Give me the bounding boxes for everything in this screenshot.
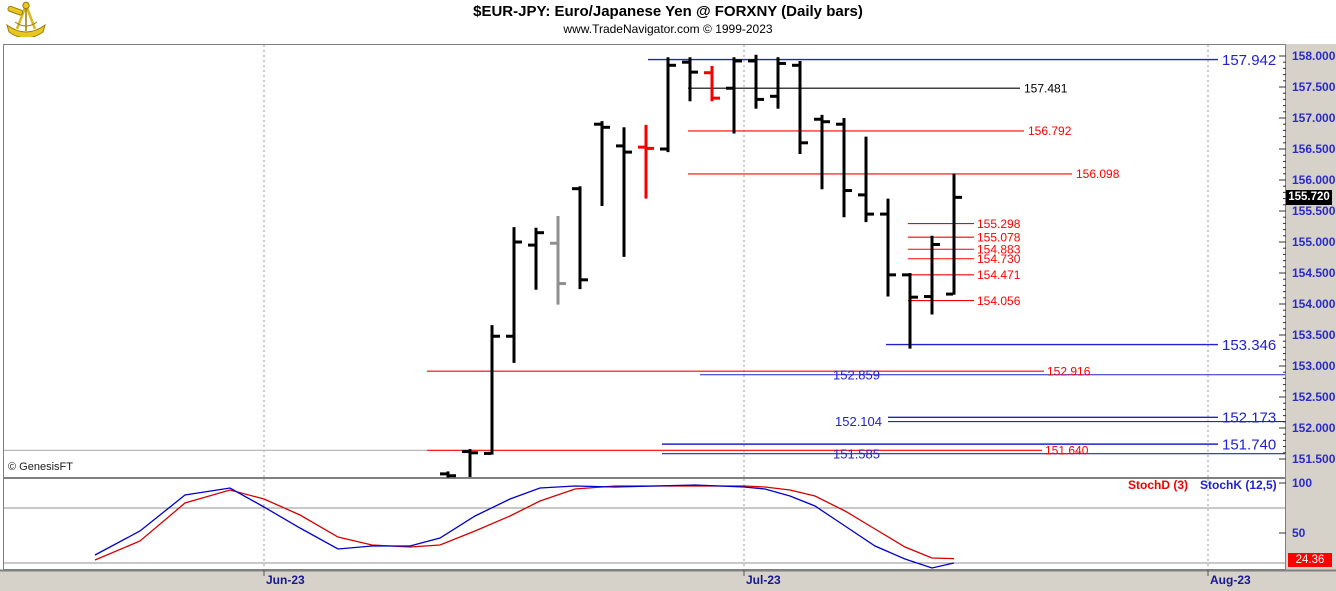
price-level-label: 155.078 [977, 230, 1021, 244]
price-axis-label: 153.000 [1292, 359, 1336, 373]
month-label: Jul-23 [746, 573, 781, 587]
month-label: Aug-23 [1210, 573, 1251, 587]
price-level-label: 151.640 [1045, 444, 1089, 458]
price-level-label: 154.056 [977, 294, 1021, 308]
stoch-axis-label: 100 [1292, 476, 1312, 490]
price-level-label: 154.471 [977, 268, 1021, 282]
genesis-watermark: © GenesisFT [8, 461, 73, 473]
price-level-label: 151.585 [833, 446, 880, 461]
price-level-label: 157.481 [1024, 81, 1068, 95]
price-level-label: 156.098 [1076, 167, 1120, 181]
chart-title: $EUR-JPY: Euro/Japanese Yen @ FORXNY (Da… [473, 3, 863, 20]
month-label: Jun-23 [266, 573, 305, 587]
price-axis-label: 154.500 [1292, 266, 1336, 280]
price-pane[interactable] [3, 44, 1286, 478]
price-level-label: 156.792 [1028, 124, 1072, 138]
price-level-label: 151.740 [1222, 437, 1276, 454]
price-axis-label: 152.500 [1292, 390, 1336, 404]
price-axis-label: 156.500 [1292, 142, 1336, 156]
price-axis-label: 151.500 [1292, 452, 1336, 466]
price-axis-label: 154.000 [1292, 297, 1336, 311]
chart-subtitle: www.TradeNavigator.com © 1999-2023 [563, 22, 773, 36]
genesis-sextant-logo [6, 1, 46, 37]
price-level-label: 152.859 [833, 367, 880, 382]
last-price-badge: 155.720 [1286, 190, 1332, 205]
price-level-label: 152.916 [1047, 365, 1091, 379]
stoch-last-value-badge: 24.36 [1288, 553, 1332, 567]
price-axis-label: 157.500 [1292, 80, 1336, 94]
stoch-axis-label: 50 [1292, 526, 1306, 540]
price-level-label: 152.173 [1222, 410, 1276, 427]
stochd-line [94, 485, 955, 561]
price-axis-label: 152.000 [1292, 421, 1336, 435]
price-axis-label: 158.000 [1292, 49, 1336, 63]
price-axis-label: 157.000 [1292, 111, 1336, 125]
price-axis-label: 156.000 [1292, 173, 1336, 187]
price-axis-label: 155.000 [1292, 235, 1336, 249]
price-level-label: 153.346 [1222, 337, 1276, 354]
stochk-line [94, 484, 955, 569]
price-axis-label: 153.500 [1292, 328, 1336, 342]
price-level-label: 154.730 [977, 252, 1021, 266]
date-axis-strip[interactable] [0, 570, 1336, 591]
price-level-label: 157.942 [1222, 52, 1276, 69]
stochd-legend-label[interactable]: StochD (3) [1128, 478, 1188, 492]
price-level-label: 155.298 [977, 217, 1021, 231]
price-level-label: 154.883 [977, 243, 1021, 257]
price-level-label: 152.104 [835, 414, 882, 429]
stochk-legend-label[interactable]: StochK (12,5) [1200, 478, 1277, 492]
price-axis-strip[interactable] [1286, 44, 1336, 591]
indicator-pane[interactable] [3, 478, 1286, 570]
price-axis-label: 155.500 [1292, 204, 1336, 218]
